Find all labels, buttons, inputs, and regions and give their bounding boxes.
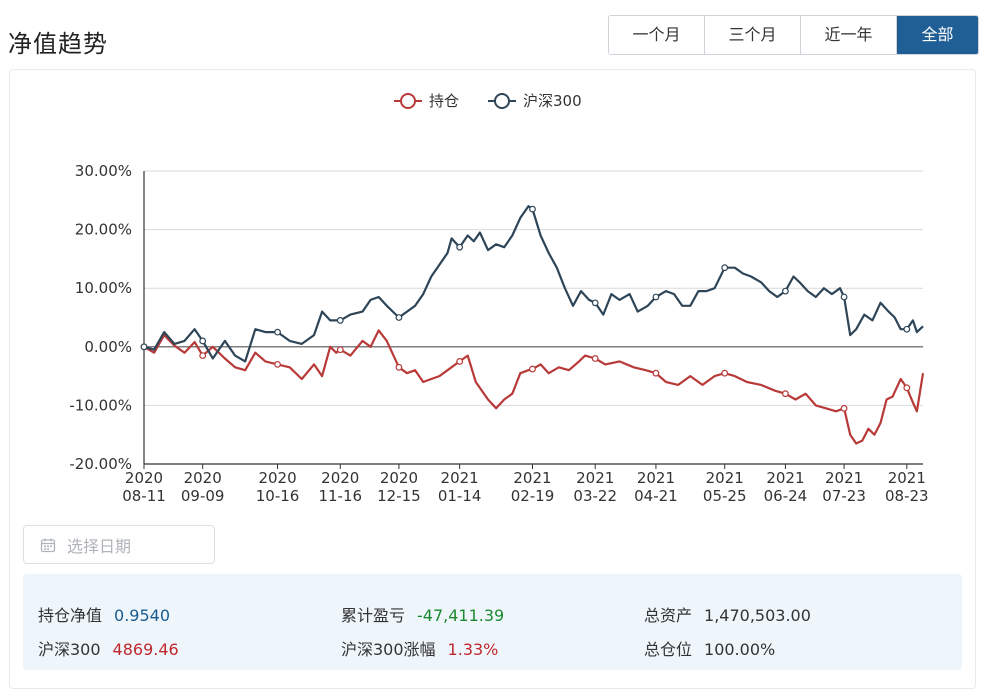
x-tick-date: 12-15: [377, 487, 421, 505]
index-point: [199, 337, 207, 345]
nav-trend-chart: 30.00%20.00%10.00%0.00%-10.00%-20.00%202…: [69, 92, 929, 505]
position-stat: 总仓位 100.00%: [644, 636, 775, 660]
assets-value: 1,470,503.00: [704, 606, 811, 625]
x-tick-year: 2020: [321, 469, 359, 487]
tab-three-months[interactable]: 三个月: [705, 16, 801, 54]
holding-point: [652, 369, 660, 377]
x-tick-year: 2021: [766, 469, 804, 487]
index-point: [140, 343, 148, 351]
index-stat: 沪深300 4869.46: [38, 636, 179, 660]
holding-point: [721, 369, 729, 377]
x-tick-year: 2021: [441, 469, 479, 487]
calendar-icon: [40, 538, 56, 552]
x-tick-year: 2021: [576, 469, 614, 487]
index-point: [652, 293, 660, 301]
index-change-stat: 沪深300涨幅 1.33%: [341, 636, 498, 660]
holding-point: [591, 355, 599, 362]
holding-point: [782, 390, 789, 398]
index-point: [840, 293, 848, 301]
index-series-line: [143, 205, 924, 363]
y-tick-label: 0.00%: [84, 338, 132, 356]
x-tick-date: 11-16: [318, 487, 362, 505]
x-tick-date: 01-14: [438, 487, 482, 505]
index-point: [336, 317, 344, 324]
nav-stat: 持仓净值 0.9540: [38, 602, 170, 626]
x-tick-year: 2021: [706, 469, 744, 487]
pnl-stat: 累计盈亏 -47,411.39: [341, 602, 504, 626]
x-tick-year: 2020: [125, 469, 163, 487]
pnl-label: 累计盈亏: [341, 606, 406, 625]
x-tick-year: 2020: [184, 469, 222, 487]
index-point: [782, 287, 789, 295]
x-tick-date: 04-21: [634, 487, 678, 505]
holding-point: [840, 404, 848, 412]
x-tick-year: 2020: [258, 469, 296, 487]
x-tick-year: 2021: [888, 469, 926, 487]
tab-all[interactable]: 全部: [897, 16, 978, 54]
index-point: [395, 314, 403, 321]
index-point: [721, 264, 729, 272]
y-tick-label: -20.00%: [69, 455, 132, 473]
x-tick-date: 08-11: [122, 487, 166, 505]
x-tick-date: 03-22: [573, 487, 617, 505]
page-title: 净值趋势: [8, 30, 108, 58]
x-tick-year: 2020: [380, 469, 418, 487]
x-tick-date: 06-24: [764, 487, 808, 505]
x-tick-year: 2021: [513, 469, 551, 487]
position-value: 100.00%: [704, 640, 776, 659]
tab-one-month[interactable]: 一个月: [609, 16, 705, 54]
y-tick-label: 20.00%: [75, 221, 132, 239]
legend-holding-marker: [400, 93, 416, 109]
holding-point: [336, 346, 344, 354]
x-tick-year: 2021: [637, 469, 675, 487]
x-tick-date: 10-16: [256, 487, 300, 505]
index-point: [529, 205, 536, 213]
x-tick-date: 08-23: [885, 487, 929, 505]
x-tick-year: 2021: [825, 469, 863, 487]
x-tick-date: 05-25: [703, 487, 747, 505]
legend-holding-label: 持仓: [429, 92, 459, 110]
holding-point: [199, 352, 207, 359]
nav-value: 0.9540: [114, 606, 170, 625]
range-tabs: 一个月 三个月 近一年 全部: [608, 15, 979, 55]
tab-past-year[interactable]: 近一年: [801, 16, 897, 54]
index-change-value: 1.33%: [447, 640, 499, 659]
index-point: [903, 325, 911, 333]
holding-point: [903, 384, 911, 392]
index-point: [274, 328, 281, 336]
y-tick-label: 30.00%: [75, 162, 132, 180]
legend-index-label: 沪深300: [523, 92, 582, 110]
holding-point: [456, 358, 464, 365]
y-tick-label: -10.00%: [69, 396, 132, 414]
index-point: [591, 299, 599, 307]
y-tick-label: 10.00%: [75, 279, 132, 297]
assets-label: 总资产: [644, 606, 693, 625]
index-change-label: 沪深300涨幅: [341, 640, 436, 659]
index-label: 沪深300: [38, 640, 101, 659]
assets-stat: 总资产 1,470,503.00: [644, 602, 811, 626]
nav-label: 持仓净值: [38, 606, 103, 625]
holding-point: [395, 363, 403, 371]
index-value: 4869.46: [112, 640, 179, 659]
summary-panel: 持仓净值 0.9540 累计盈亏 -47,411.39 总资产 1,470,503.0…: [23, 574, 962, 670]
index-point: [456, 243, 464, 251]
holding-point: [529, 365, 536, 373]
date-placeholder: 选择日期: [67, 536, 132, 556]
pnl-value: -47,411.39: [417, 606, 505, 625]
x-tick-date: 02-19: [511, 487, 555, 505]
x-tick-date: 07-23: [822, 487, 866, 505]
x-tick-date: 09-09: [181, 487, 225, 505]
legend-index-marker: [494, 93, 510, 109]
position-label: 总仓位: [644, 640, 693, 659]
date-picker[interactable]: 选择日期: [23, 525, 215, 564]
holding-point: [274, 360, 281, 368]
